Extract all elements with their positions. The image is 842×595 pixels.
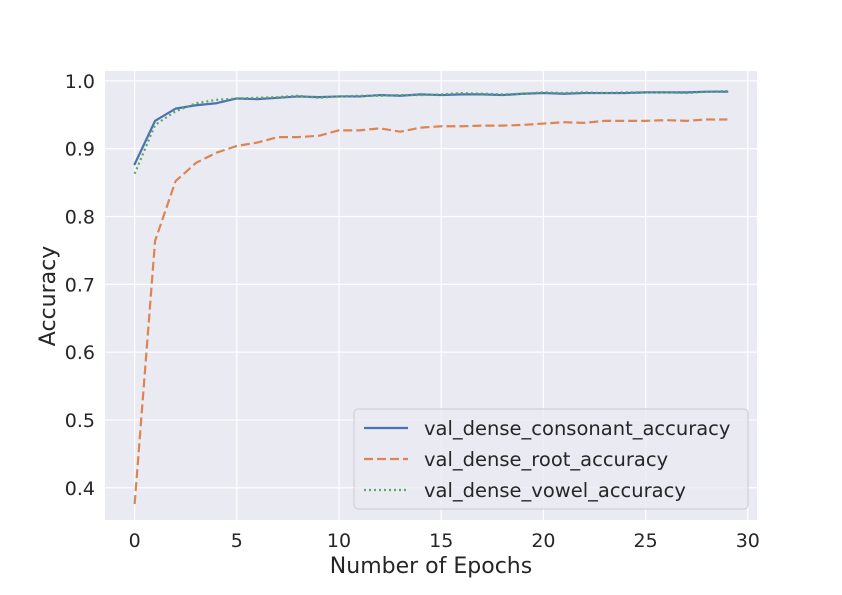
legend-label-root: val_dense_root_accuracy xyxy=(424,448,668,471)
x-tick-label: 20 xyxy=(531,530,555,552)
legend-box xyxy=(353,408,749,510)
horizontal-gridlines xyxy=(105,80,757,489)
legend-label-consonant: val_dense_consonant_accuracy xyxy=(424,417,730,440)
legend-label-vowel: val_dense_vowel_accuracy xyxy=(424,479,686,502)
x-axis-tick-labels: 0 5 10 15 20 25 30 xyxy=(129,530,760,552)
x-tick-label: 5 xyxy=(231,530,243,552)
series-lines xyxy=(133,89,729,505)
y-tick-label: 0.7 xyxy=(65,274,95,296)
x-axis-title: Number of Epochs xyxy=(330,554,532,579)
x-tick-label: 0 xyxy=(129,530,141,552)
series-line-root xyxy=(133,118,728,505)
x-tick-label: 30 xyxy=(736,530,760,552)
y-tick-label: 1.0 xyxy=(65,71,95,93)
y-tick-label: 0.5 xyxy=(65,410,95,432)
x-tick-label: 25 xyxy=(634,530,658,552)
y-tick-label: 0.9 xyxy=(65,139,95,161)
legend-swatches xyxy=(364,426,408,492)
y-tick-label: 0.8 xyxy=(65,206,95,228)
series-line-vowel xyxy=(133,89,728,175)
x-tick-label: 15 xyxy=(429,530,453,552)
y-tick-label: 0.6 xyxy=(65,342,95,364)
legend: val_dense_consonant_accuracy val_dense_r… xyxy=(353,408,749,510)
y-tick-label: 0.4 xyxy=(65,478,95,500)
y-axis-title: Accuracy xyxy=(36,246,61,346)
x-tick-label: 10 xyxy=(327,530,351,552)
y-axis-tick-labels: 0.4 0.5 0.6 0.7 0.8 0.9 1.0 xyxy=(65,71,95,500)
